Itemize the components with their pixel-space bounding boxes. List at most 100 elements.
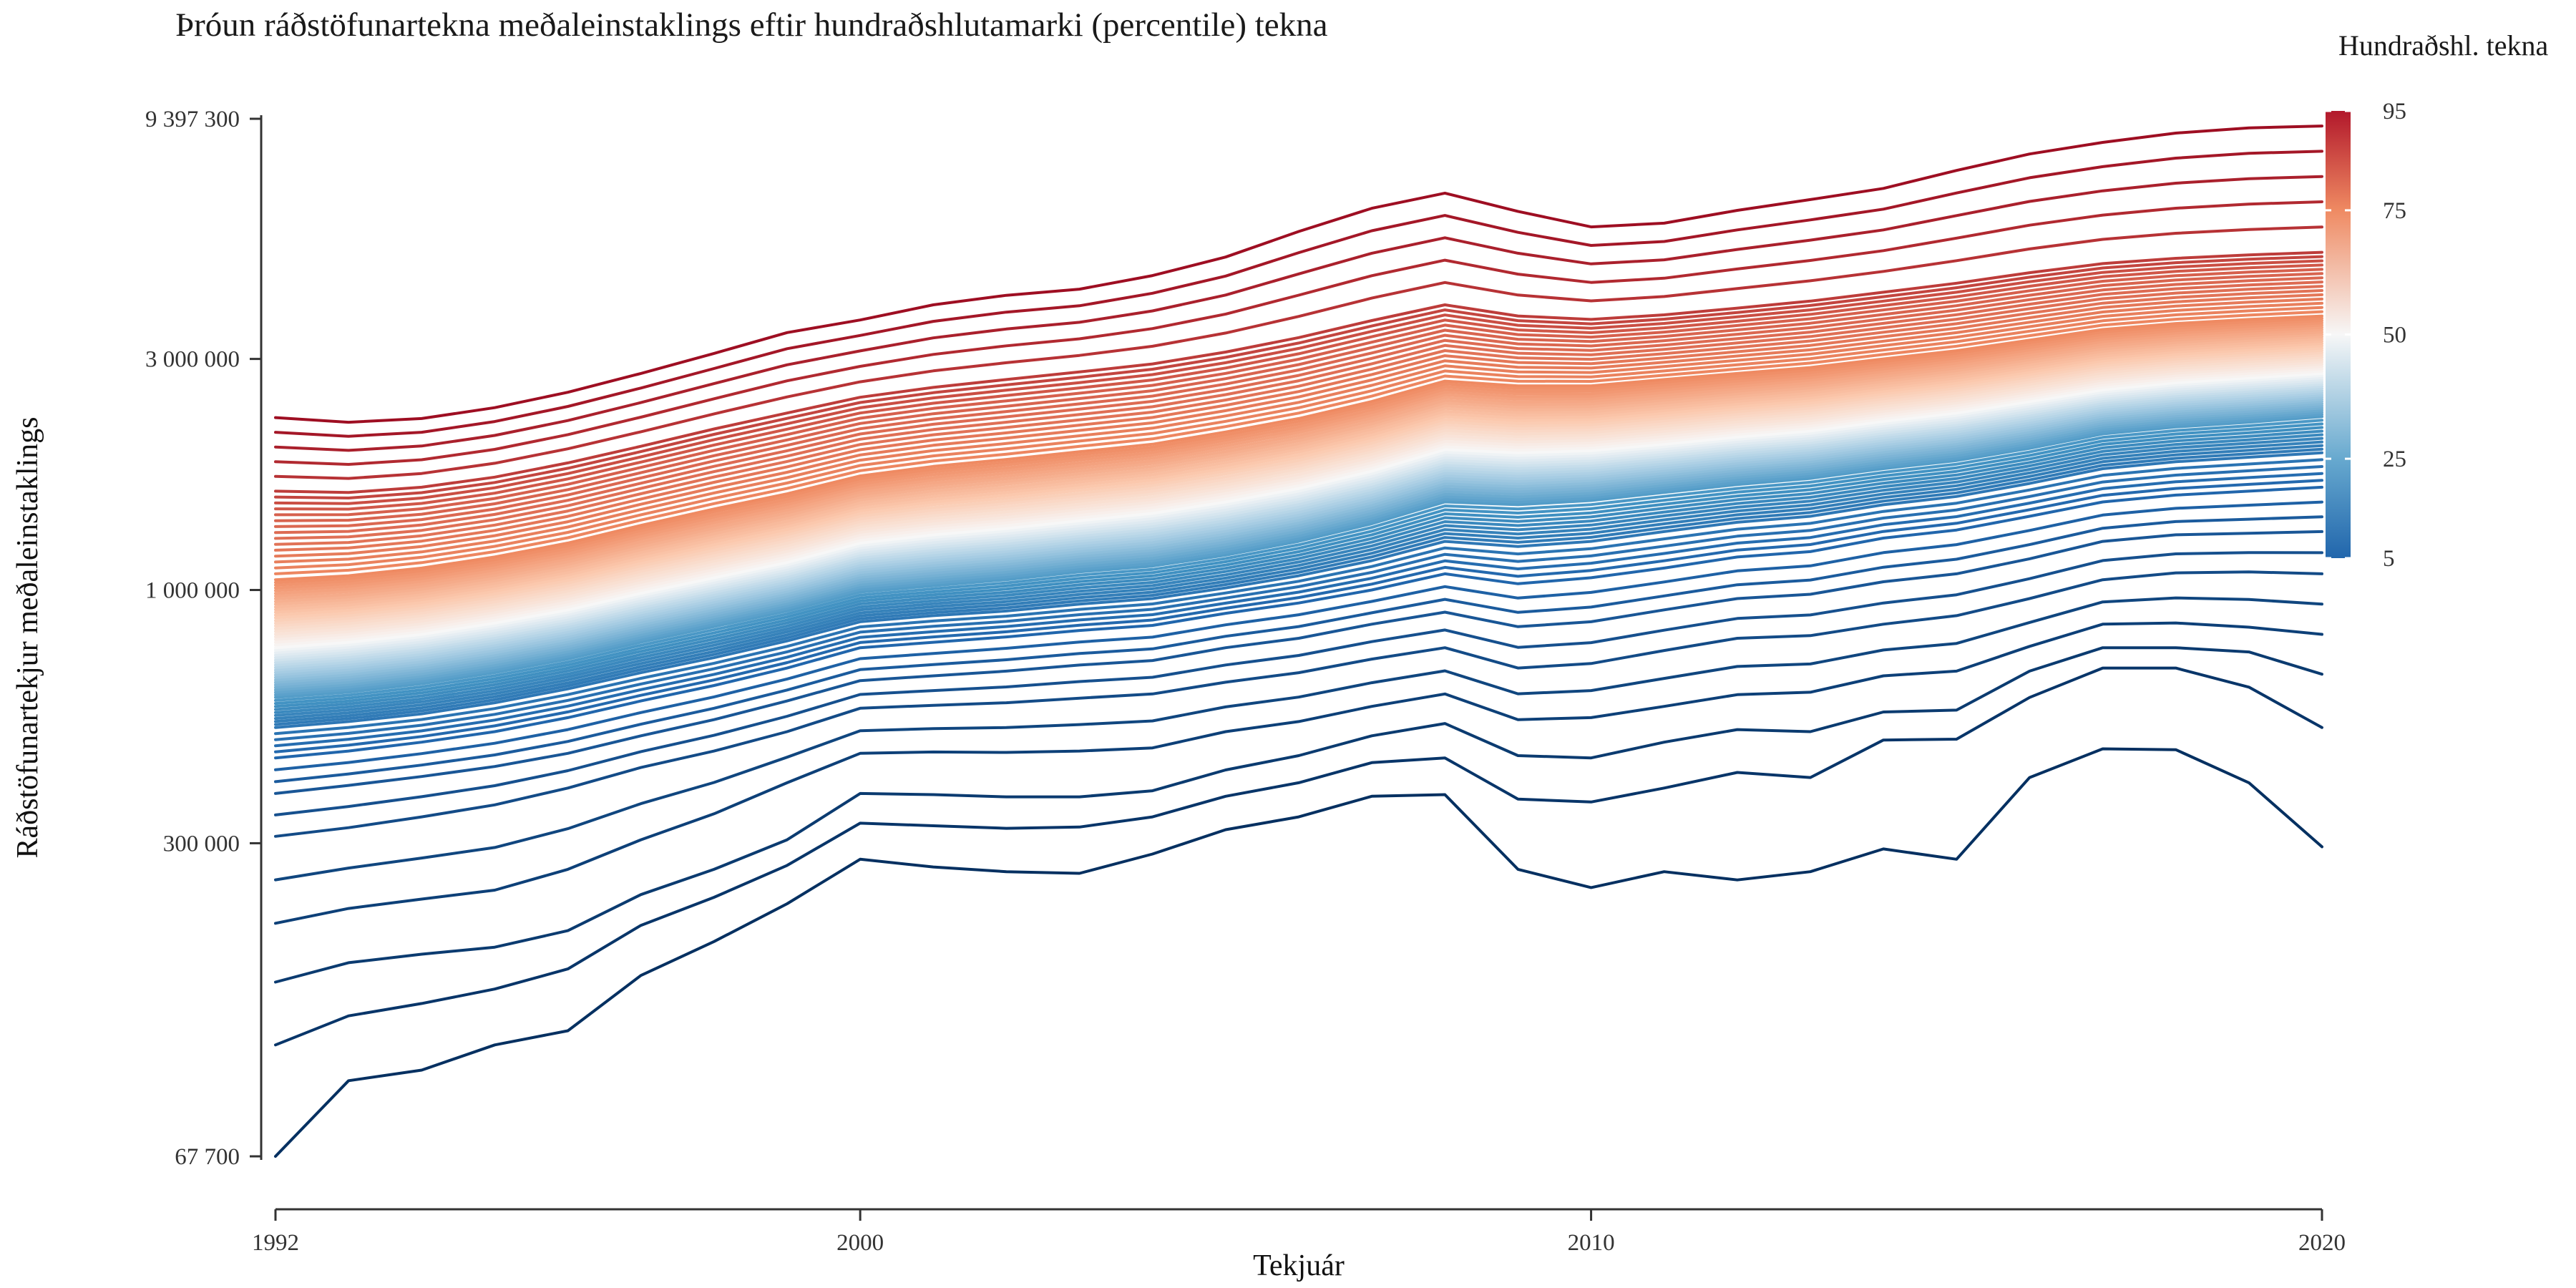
series-line-p50 bbox=[274, 371, 2323, 650]
series-line-p14 bbox=[274, 500, 2323, 771]
series-line-p61 bbox=[274, 346, 2323, 620]
series-line-p44 bbox=[274, 385, 2323, 664]
series-line-p21 bbox=[274, 447, 2323, 726]
series-line-p81 bbox=[274, 289, 2323, 546]
legend-tick-label: 25 bbox=[2383, 447, 2406, 472]
series-line-p75 bbox=[274, 314, 2323, 582]
series-line-p31 bbox=[274, 413, 2323, 697]
series-line-p59 bbox=[274, 351, 2323, 625]
series-line-p57 bbox=[274, 356, 2323, 630]
series-line-p12 bbox=[274, 530, 2323, 795]
series-line-p74 bbox=[274, 316, 2323, 584]
series-line-p16 bbox=[274, 479, 2323, 753]
series-line-p79 bbox=[274, 297, 2323, 558]
chart-title: Þróun ráðstöfunartekna meðaleinstaklings… bbox=[175, 6, 1328, 44]
series-line-p60 bbox=[274, 348, 2323, 623]
series-line-p42 bbox=[274, 389, 2323, 669]
series-line-p90 bbox=[274, 250, 2323, 494]
series-line-p84 bbox=[274, 276, 2323, 528]
legend-title: Hundraðshl. tekna bbox=[2338, 29, 2549, 62]
y-tick-label: 9 397 300 bbox=[145, 107, 240, 132]
series-line-p85 bbox=[274, 272, 2323, 522]
x-tick-label: 2000 bbox=[836, 1230, 884, 1256]
series-line-p54 bbox=[274, 363, 2323, 638]
series-line-p37 bbox=[274, 400, 2323, 682]
series-line-p15 bbox=[274, 485, 2323, 760]
series-line-p36 bbox=[274, 402, 2323, 684]
series-line-p13 bbox=[274, 515, 2323, 784]
y-tick-label: 3 000 000 bbox=[145, 347, 240, 373]
series-line-p47 bbox=[274, 379, 2323, 657]
color-legend: 95 75 50 25 5 bbox=[2326, 99, 2406, 572]
series-line-p87 bbox=[274, 263, 2323, 511]
series-line-p11 bbox=[274, 551, 2323, 816]
y-axis-title: Ráðstöfunartekjur meðaleinstaklings bbox=[11, 416, 44, 858]
legend-tick-label: 95 bbox=[2383, 99, 2406, 125]
series-line-p69 bbox=[274, 328, 2323, 597]
series-line-p10 bbox=[274, 570, 2323, 838]
series-line-p25 bbox=[274, 433, 2323, 714]
series-line-p40 bbox=[274, 394, 2323, 674]
series-line-p94 bbox=[274, 150, 2323, 438]
series-line-p86 bbox=[274, 268, 2323, 517]
series-line-p62 bbox=[274, 344, 2323, 617]
series-line-p89 bbox=[274, 255, 2323, 499]
series-line-p49 bbox=[274, 374, 2323, 652]
legend-tick-label: 50 bbox=[2383, 323, 2406, 348]
series-line-p30 bbox=[274, 415, 2323, 699]
series-line-p70 bbox=[274, 326, 2323, 595]
series-line-p82 bbox=[274, 285, 2323, 540]
series-lines bbox=[274, 125, 2323, 1158]
series-line-p91 bbox=[274, 225, 2323, 480]
y-tick-label: 67 700 bbox=[175, 1144, 240, 1170]
series-line-p19 bbox=[274, 458, 2323, 736]
x-tick-label: 2020 bbox=[2298, 1230, 2346, 1256]
series-line-p9 bbox=[274, 596, 2323, 882]
series-line-p93 bbox=[274, 175, 2323, 452]
series-line-p66 bbox=[274, 335, 2323, 606]
series-line-p73 bbox=[274, 319, 2323, 587]
series-line-p32 bbox=[274, 411, 2323, 694]
series-line-p92 bbox=[274, 200, 2323, 466]
series-line-p72 bbox=[274, 321, 2323, 590]
series-line-p39 bbox=[274, 396, 2323, 677]
series-line-p58 bbox=[274, 353, 2323, 628]
series-line-p18 bbox=[274, 465, 2323, 741]
series-line-p80 bbox=[274, 293, 2323, 552]
y-tick-label: 1 000 000 bbox=[145, 578, 240, 604]
y-tick-label: 300 000 bbox=[163, 831, 240, 857]
series-line-p67 bbox=[274, 333, 2323, 603]
series-line-p48 bbox=[274, 376, 2323, 655]
series-line-p43 bbox=[274, 387, 2323, 667]
series-line-p6 bbox=[274, 666, 2323, 1047]
series-line-p17 bbox=[274, 472, 2323, 748]
series-line-p5 bbox=[274, 747, 2323, 1158]
series-line-p8 bbox=[274, 621, 2323, 925]
series-line-p23 bbox=[274, 440, 2323, 721]
series-line-p33 bbox=[274, 409, 2323, 692]
series-line-p51 bbox=[274, 369, 2323, 647]
series-line-p65 bbox=[274, 337, 2323, 609]
series-line-p22 bbox=[274, 444, 2323, 723]
series-line-p38 bbox=[274, 398, 2323, 679]
axes: 9 397 300 3 000 000 1 000 000 300 000 67 700… bbox=[11, 107, 2346, 1282]
series-line-p26 bbox=[274, 429, 2323, 711]
series-line-p35 bbox=[274, 404, 2323, 687]
x-tick-label: 2010 bbox=[1568, 1230, 1615, 1256]
series-line-p29 bbox=[274, 419, 2323, 702]
series-line-p34 bbox=[274, 406, 2323, 689]
series-line-p68 bbox=[274, 331, 2323, 600]
series-line-p71 bbox=[274, 323, 2323, 592]
series-line-p27 bbox=[274, 426, 2323, 708]
series-line-p41 bbox=[274, 391, 2323, 672]
series-line-p56 bbox=[274, 358, 2323, 633]
series-line-p55 bbox=[274, 360, 2323, 636]
legend-tick-label: 5 bbox=[2383, 546, 2395, 572]
x-tick-label: 1992 bbox=[252, 1230, 299, 1256]
x-axis-title: Tekjuár bbox=[1253, 1249, 1345, 1282]
series-line-p63 bbox=[274, 342, 2323, 614]
series-line-p95 bbox=[274, 125, 2323, 424]
series-line-p88 bbox=[274, 259, 2323, 505]
series-line-p24 bbox=[274, 436, 2323, 717]
